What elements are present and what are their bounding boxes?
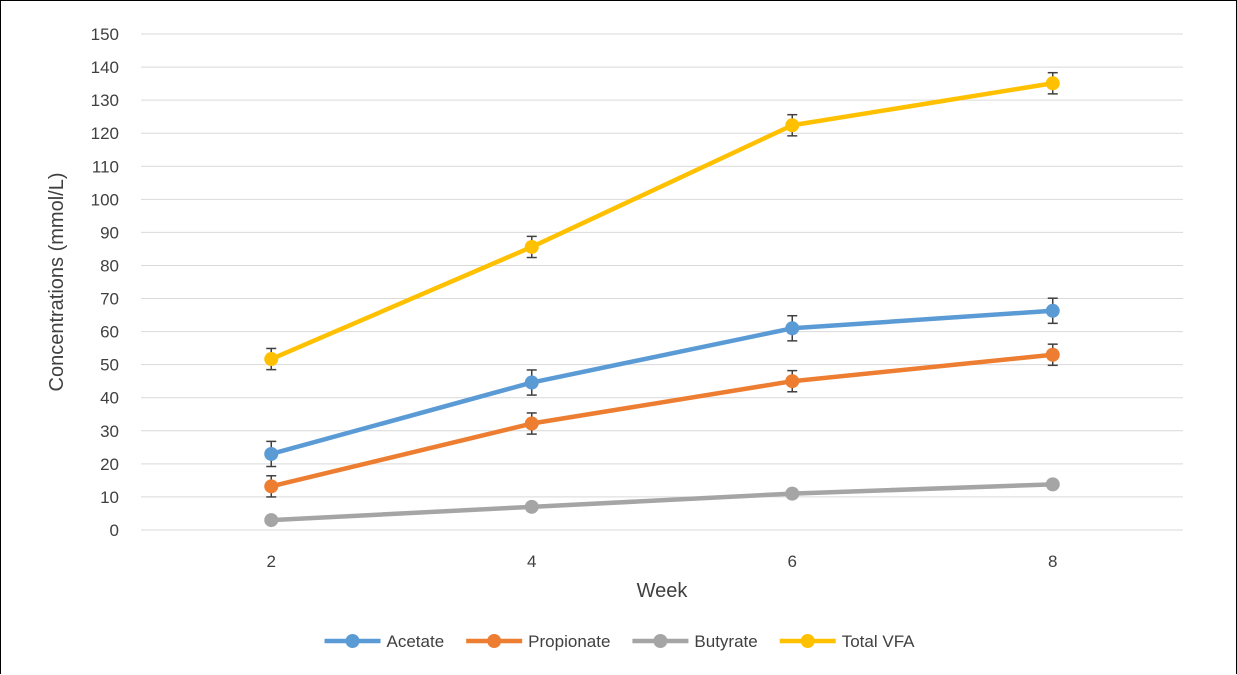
- y-tick-label: 50: [100, 356, 119, 375]
- y-tick-label: 120: [91, 124, 119, 143]
- series-total-vfa: [264, 73, 1060, 370]
- total-vfa-point: [525, 240, 539, 254]
- legend-item-total-vfa: Total VFA: [780, 632, 915, 651]
- y-tick-label: 10: [100, 488, 119, 507]
- acetate-point: [264, 447, 278, 461]
- butyrate-point: [785, 487, 799, 501]
- propionate-point: [785, 374, 799, 388]
- y-tick-label: 70: [100, 290, 119, 309]
- series-propionate: [264, 344, 1060, 497]
- x-tick-label: 6: [788, 552, 797, 571]
- series-butyrate: [264, 477, 1060, 527]
- y-tick-label: 130: [91, 91, 119, 110]
- y-tick-label: 20: [100, 455, 119, 474]
- y-tick-label: 40: [100, 389, 119, 408]
- x-tick-label: 4: [527, 552, 536, 571]
- acetate-line: [271, 311, 1053, 454]
- y-tick-label: 150: [91, 25, 119, 44]
- acetate-point: [1046, 304, 1060, 318]
- propionate-point: [264, 479, 278, 493]
- y-tick-label: 60: [100, 323, 119, 342]
- y-tick-label: 140: [91, 58, 119, 77]
- legend-label: Propionate: [528, 632, 610, 651]
- acetate-point: [785, 321, 799, 335]
- legend-swatch-marker: [653, 634, 667, 648]
- legend-swatch-marker: [487, 634, 501, 648]
- x-tick-label: 2: [267, 552, 276, 571]
- series-layer: [264, 73, 1060, 527]
- acetate-point: [525, 376, 539, 390]
- total-vfa-point: [1046, 76, 1060, 90]
- legend-item-butyrate: Butyrate: [632, 632, 757, 651]
- propionate-point: [1046, 348, 1060, 362]
- legend-label: Acetate: [387, 632, 445, 651]
- y-tick-label: 0: [110, 521, 119, 540]
- butyrate-point: [1046, 477, 1060, 491]
- butyrate-point: [525, 500, 539, 514]
- butyrate-point: [264, 513, 278, 527]
- legend-item-propionate: Propionate: [466, 632, 610, 651]
- legend-label: Butyrate: [694, 632, 757, 651]
- total-vfa-point: [264, 352, 278, 366]
- legend: Acetate Propionate Butyrate Total VFA: [325, 632, 916, 651]
- total-vfa-point: [785, 118, 799, 132]
- legend-swatch-marker: [346, 634, 360, 648]
- butyrate-line: [271, 484, 1053, 520]
- y-axis-title: Concentrations (mmol/L): [46, 173, 68, 392]
- y-tick-label: 100: [91, 190, 119, 209]
- x-axis-tick-labels: 2 4 6 8: [267, 552, 1058, 571]
- y-tick-label: 90: [100, 223, 119, 242]
- y-tick-label: 110: [92, 157, 119, 176]
- x-tick-label: 8: [1048, 552, 1057, 571]
- series-acetate: [264, 298, 1060, 466]
- y-tick-label: 80: [100, 256, 119, 275]
- y-tick-label: 30: [100, 422, 119, 441]
- legend-item-acetate: Acetate: [325, 632, 445, 651]
- gridlines: [141, 34, 1183, 497]
- propionate-point: [525, 417, 539, 431]
- legend-label: Total VFA: [842, 632, 915, 651]
- legend-swatch-marker: [801, 634, 815, 648]
- y-axis-tick-labels: 0 10 20 30 40 50 60 70 80 90 100 110 120 130 140 150: [91, 25, 119, 540]
- x-axis-title: Week: [637, 580, 689, 602]
